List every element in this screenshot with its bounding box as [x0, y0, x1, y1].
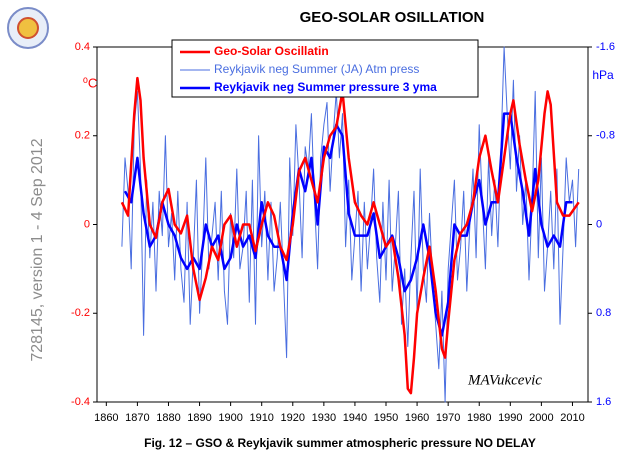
y2-axis-label: hPa	[592, 68, 614, 82]
x-tick-label: 1900	[218, 412, 242, 424]
caption: Fig. 12 – GSO & Reykjavik summer atmosph…	[144, 436, 536, 450]
x-tick-label: 1860	[94, 412, 118, 424]
legend-label: Reykjavik neg Summer (JA) Atm press	[214, 62, 419, 76]
y2-tick-label: 0.8	[596, 307, 611, 319]
series-line	[121, 46, 580, 403]
x-tick-label: 1910	[249, 412, 273, 424]
x-tick-label: 1980	[467, 412, 491, 424]
y2-tick-label: 0	[596, 218, 602, 230]
legend-label: Geo-Solar Oscillatin	[214, 44, 329, 58]
x-tick-label: 1930	[312, 412, 336, 424]
x-tick-label: 1960	[405, 412, 429, 424]
y-tick-label: 0.4	[75, 41, 90, 53]
x-tick-label: 1890	[187, 412, 211, 424]
y-tick-label: 0.2	[75, 130, 90, 142]
y-tick-label: -0.2	[71, 307, 90, 319]
chart-title: GEO-SOLAR OSILLATION	[300, 9, 485, 26]
logo	[7, 7, 49, 49]
legend-label: Reykjavik neg Summer pressure 3 yma	[214, 80, 437, 94]
x-tick-label: 1880	[156, 412, 180, 424]
annotation: MAVukcevic	[467, 372, 542, 388]
y2-tick-label: -0.8	[596, 130, 615, 142]
legend-box	[171, 39, 479, 98]
x-tick-label: 1940	[343, 412, 367, 424]
x-tick-label: 2010	[560, 412, 584, 424]
x-tick-label: 1990	[498, 412, 522, 424]
x-tick-label: 1950	[374, 412, 398, 424]
side-text: 728145, version 1 - 4 Sep 2012	[29, 138, 46, 361]
legend: Geo-Solar Oscillatin Reykjavik neg Summer…	[171, 39, 479, 98]
y-axis-label: ⁰C	[83, 75, 98, 90]
y2-tick-label: -1.6	[596, 41, 615, 53]
y-tick-label: 0	[84, 218, 90, 230]
series-line	[120, 76, 580, 395]
x-tick-label: 1970	[436, 412, 460, 424]
x-tick-label: 1870	[125, 412, 149, 424]
x-tick-label: 2000	[529, 412, 553, 424]
x-tick-label: 1920	[281, 412, 305, 424]
y-tick-label: -0.4	[71, 396, 90, 408]
y2-tick-label: 1.6	[596, 396, 611, 408]
